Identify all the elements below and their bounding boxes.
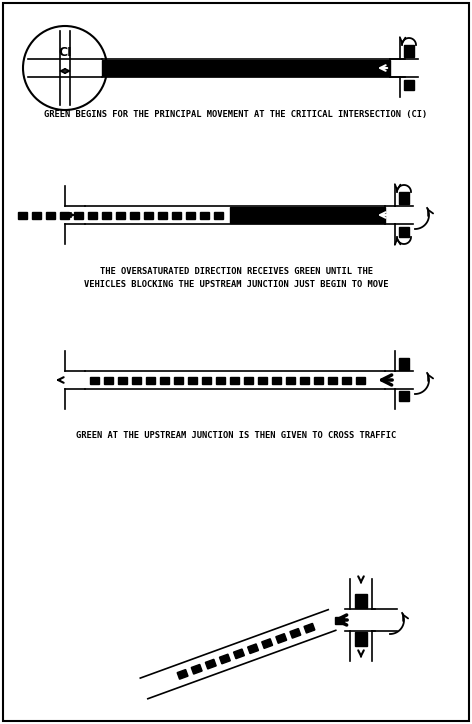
Text: GREEN AT THE UPSTREAM JUNCTION IS THEN GIVEN TO CROSS TRAFFIC: GREEN AT THE UPSTREAM JUNCTION IS THEN G…	[76, 431, 396, 439]
Bar	[335, 617, 344, 623]
Bar	[116, 211, 125, 219]
Bar	[304, 623, 315, 633]
Bar	[244, 376, 253, 384]
Text: THE OVERSATURATED DIRECTION RECEIVES GREEN UNTIL THE
VEHICLES BLOCKING THE UPSTR: THE OVERSATURATED DIRECTION RECEIVES GRE…	[84, 267, 388, 289]
Bar	[188, 376, 197, 384]
Bar	[144, 211, 153, 219]
Text: GREEN BEGINS FOR THE PRINCIPAL MOVEMENT AT THE CRITICAL INTERSECTION (CI): GREEN BEGINS FOR THE PRINCIPAL MOVEMENT …	[44, 111, 428, 119]
Bar	[90, 376, 99, 384]
Bar	[130, 211, 139, 219]
Bar	[46, 211, 55, 219]
Bar	[399, 192, 409, 204]
Bar	[404, 45, 414, 57]
Bar	[258, 376, 267, 384]
Bar	[328, 376, 337, 384]
Bar	[314, 376, 323, 384]
Bar	[32, 211, 41, 219]
Bar	[216, 376, 225, 384]
Bar	[234, 649, 244, 659]
Bar	[205, 660, 216, 669]
Bar	[276, 634, 287, 644]
Bar	[399, 358, 409, 370]
Bar	[404, 80, 414, 90]
Bar	[132, 376, 141, 384]
Bar	[262, 639, 273, 649]
Bar	[104, 376, 113, 384]
Bar	[60, 211, 69, 219]
Bar	[399, 227, 409, 237]
Bar	[158, 211, 167, 219]
Bar	[214, 211, 223, 219]
Bar	[355, 632, 367, 646]
Bar	[191, 665, 202, 674]
Bar	[172, 211, 181, 219]
Bar	[355, 594, 367, 608]
Bar	[74, 211, 83, 219]
Bar	[342, 376, 351, 384]
Bar	[177, 670, 188, 679]
Bar	[88, 211, 97, 219]
Bar	[300, 376, 309, 384]
Bar	[186, 211, 195, 219]
Bar	[230, 376, 239, 384]
Bar	[202, 376, 211, 384]
Bar	[102, 60, 390, 76]
Bar	[146, 376, 155, 384]
Bar	[18, 211, 27, 219]
Bar	[200, 211, 209, 219]
Bar	[272, 376, 281, 384]
Bar	[102, 211, 111, 219]
Bar	[399, 391, 409, 401]
Bar	[248, 644, 259, 654]
Bar	[174, 376, 183, 384]
Bar	[286, 376, 295, 384]
Bar	[118, 376, 127, 384]
Text: CI: CI	[58, 46, 72, 59]
Bar	[230, 207, 385, 223]
Bar	[160, 376, 169, 384]
Bar	[356, 376, 365, 384]
Bar	[219, 654, 230, 664]
Bar	[290, 628, 301, 638]
